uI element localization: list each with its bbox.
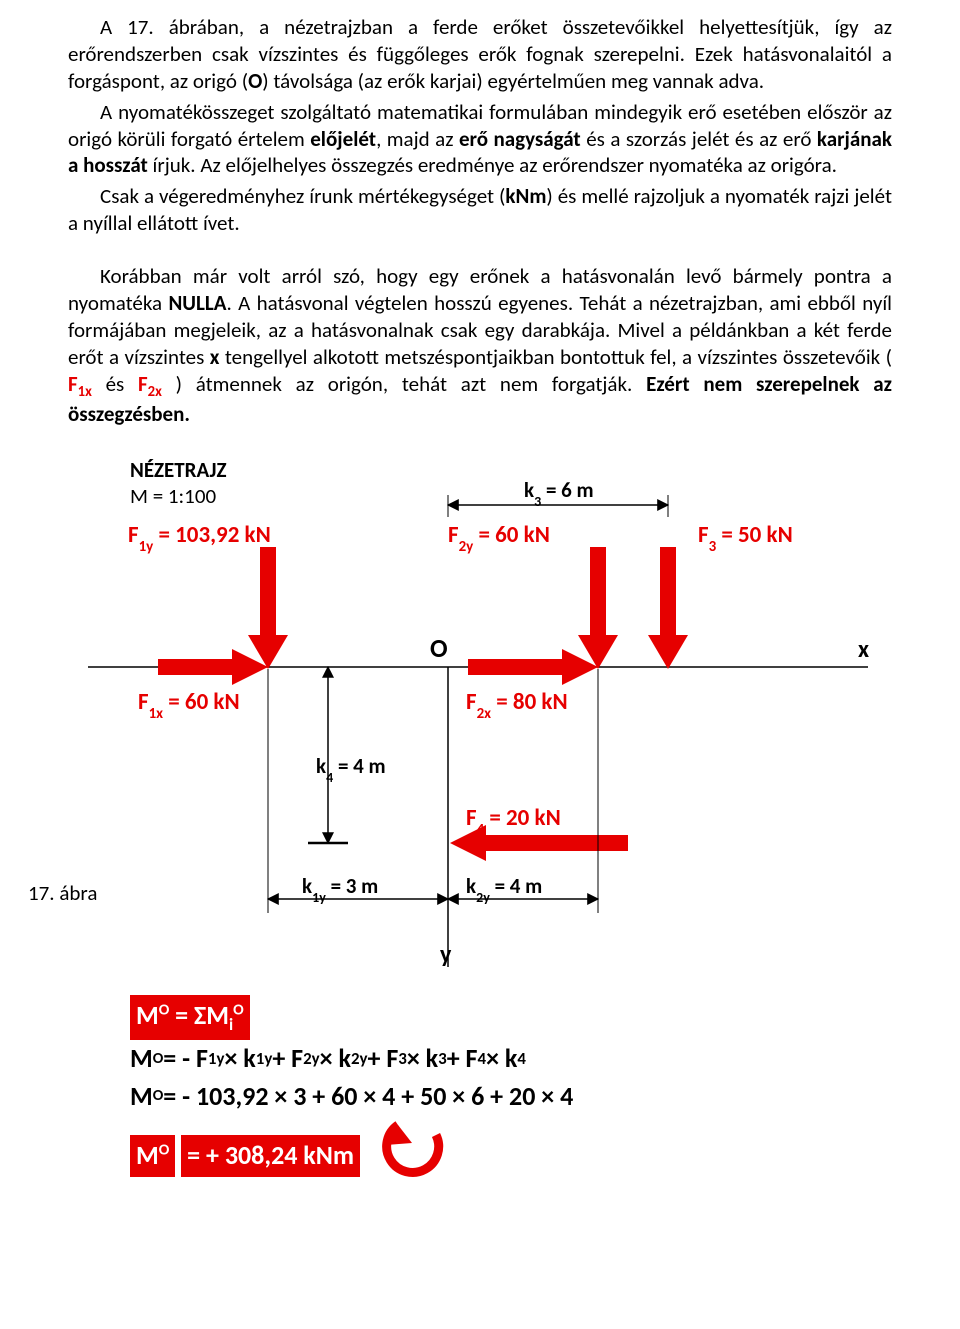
paragraph-2: A nyomatékösszeget szolgáltató matematik… [68,99,892,180]
f1y-label: F1y = 103,92 kN [128,521,271,556]
f2y-label: F2y = 60 kN [448,521,550,556]
diagram-svg: k3 = 6 m [68,457,892,977]
f2x-arrow [468,649,598,685]
diagram: NÉZETRAJZ M = 1:100 17. ábra k3 = 6 m [68,457,892,977]
f1x-arrow [158,649,268,685]
k2y-label: k2y = 4 m [466,873,542,906]
equation-block: MO = ΣMiO MO = - F1y × k1y + F2y × k2y +… [130,995,892,1196]
k4-label: k4 = 4 m [316,753,386,786]
paragraph-1: A 17. ábrában, a nézetrajzban a ferde er… [68,14,892,95]
x-axis-label: x [858,635,869,664]
moment-arc-icon [378,1115,448,1196]
origin-label: O [430,632,448,664]
k1y-label: k1y = 3 m [302,873,378,906]
f1x-label: F1x = 60 kN [138,688,240,723]
f3-arrow [648,547,688,669]
eq-line-3: MO = - 103,92 × 3 + 60 × 4 + 50 × 6 + 20… [130,1078,892,1116]
y-axis-label: y [440,940,452,969]
f2y-arrow [578,547,618,669]
f4-label: F4 = 20 kN [466,804,561,839]
eq-line-1: MO = ΣMiO [130,995,892,1040]
f2x-label: F2x = 80 kN [466,688,568,723]
f1y-arrow [248,547,288,669]
eq-line-4: MO = + 308,24 kNm [130,1115,892,1196]
eq-line-2: MO = - F1y × k1y + F2y × k2y + F3 × k3 +… [130,1040,892,1078]
f3-label: F3 = 50 kN [698,521,793,556]
paragraph-4: Korábban már volt arról szó, hogy egy er… [68,263,892,427]
paragraph-3: Csak a végeredményhez írunk mértékegység… [68,183,892,237]
